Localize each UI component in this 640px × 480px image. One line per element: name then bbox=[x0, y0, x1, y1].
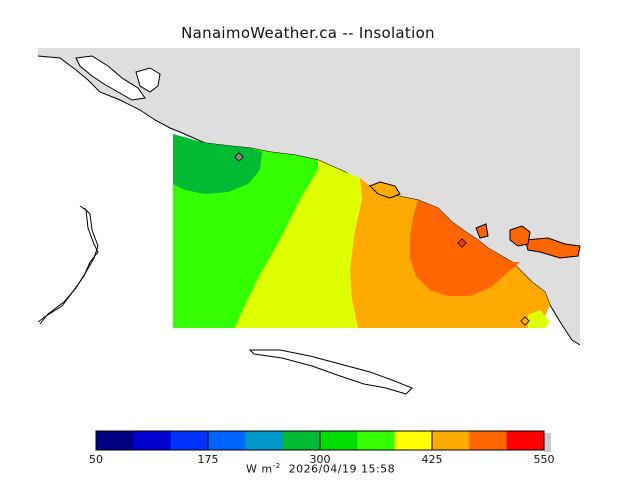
station-marker[interactable] bbox=[234, 152, 244, 162]
island-north-1 bbox=[75, 55, 146, 101]
colorbar-segment bbox=[208, 431, 246, 450]
colorbar-segment bbox=[469, 431, 508, 450]
colorbar-tick-label: 300 bbox=[309, 453, 331, 466]
field-green-dark bbox=[173, 134, 262, 194]
chart-title: NanaimoWeather.ca -- Insolation bbox=[181, 24, 435, 42]
coastline-west-inner bbox=[39, 207, 99, 325]
colorbar-segment bbox=[357, 431, 396, 450]
colorbar-segment bbox=[96, 431, 134, 450]
colorbar-tick-label: 550 bbox=[533, 453, 555, 466]
colorbar-tick-label: 175 bbox=[197, 453, 219, 466]
field-yellow bbox=[235, 160, 362, 328]
insolation-field bbox=[173, 134, 550, 328]
colorbar-segment bbox=[245, 431, 284, 450]
colorbar bbox=[95, 430, 551, 452]
units-exponent: -2 bbox=[272, 462, 281, 470]
colorbar-tick-label: 425 bbox=[421, 453, 443, 466]
colorbar-shadow bbox=[544, 433, 551, 452]
colorbar-caption: W m-2 2026/04/19 15:58 bbox=[246, 462, 395, 476]
colorbar-segment bbox=[320, 431, 358, 450]
units-label: W m bbox=[246, 462, 273, 476]
island-east-1 bbox=[509, 225, 531, 247]
colorbar-segment bbox=[506, 431, 545, 450]
spit-north bbox=[369, 181, 401, 199]
colorbar-segment bbox=[394, 431, 433, 450]
island-south bbox=[248, 349, 413, 395]
colorbar-segment bbox=[282, 431, 321, 450]
timestamp: 2026/04/19 15:58 bbox=[288, 462, 396, 476]
station-marker[interactable] bbox=[520, 316, 530, 326]
colorbar-segment bbox=[170, 431, 209, 450]
land-spit-east bbox=[524, 237, 581, 259]
colorbar-segment bbox=[133, 431, 172, 450]
field-red-orange bbox=[410, 200, 520, 296]
colorbar-tick-label: 50 bbox=[89, 453, 103, 466]
station-marker[interactable] bbox=[457, 238, 467, 248]
island-north-2 bbox=[135, 67, 161, 93]
field-yellow-corner bbox=[528, 310, 550, 328]
land-mass bbox=[38, 48, 580, 345]
island-east-2 bbox=[475, 223, 489, 239]
colorbar-segment bbox=[432, 431, 470, 450]
coastline-west bbox=[37, 205, 99, 323]
